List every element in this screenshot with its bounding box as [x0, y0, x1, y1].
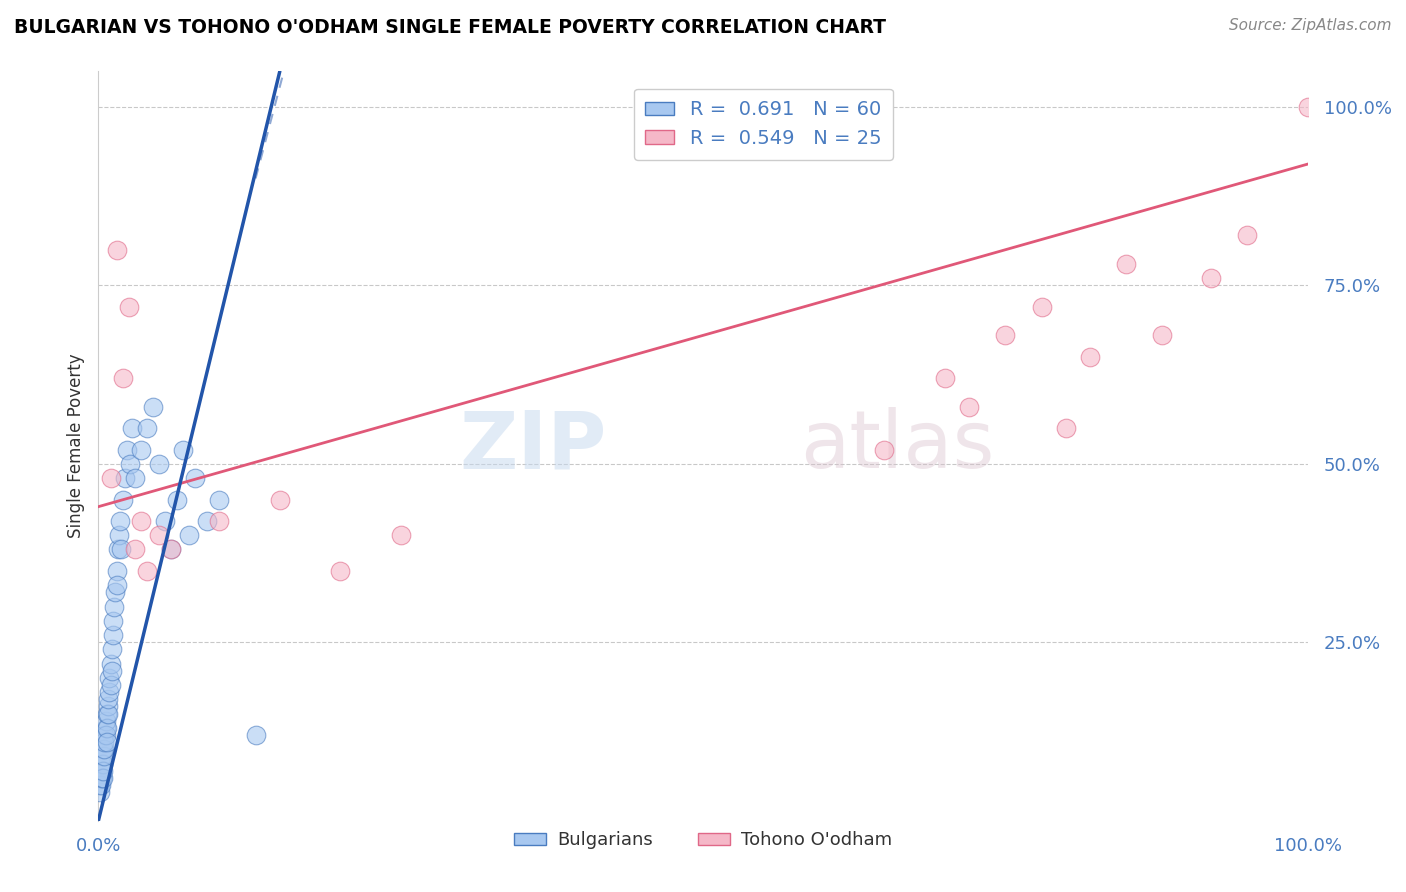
Point [108, 514, 131, 528]
Point [148, 457, 170, 471]
Point [96, 735, 118, 749]
Point [1296, 100, 1319, 114]
Point [129, 514, 152, 528]
Point [100, 664, 122, 678]
Point [166, 492, 188, 507]
Point [1236, 228, 1258, 243]
Point [91, 749, 114, 764]
Point [1199, 271, 1222, 285]
Point [100, 678, 122, 692]
Point [184, 471, 207, 485]
Point [91, 756, 114, 771]
Point [135, 564, 157, 578]
Point [108, 528, 131, 542]
Point [160, 542, 183, 557]
Point [100, 657, 122, 671]
Point [94, 714, 117, 728]
Point [96, 721, 118, 735]
Point [89, 778, 111, 792]
Point [1054, 421, 1077, 435]
Point [93, 742, 115, 756]
Text: BULGARIAN VS TOHONO O'ODHAM SINGLE FEMALE POVERTY CORRELATION CHART: BULGARIAN VS TOHONO O'ODHAM SINGLE FEMAL… [14, 18, 886, 37]
Point [93, 728, 115, 742]
Point [329, 564, 352, 578]
Point [103, 599, 125, 614]
Text: atlas: atlas [800, 407, 994, 485]
Point [117, 442, 139, 457]
Y-axis label: Single Female Poverty: Single Female Poverty [66, 354, 84, 538]
Point [101, 628, 124, 642]
Point [195, 514, 218, 528]
Point [105, 564, 128, 578]
Point [129, 442, 152, 457]
Point [98, 671, 121, 685]
Point [124, 542, 146, 557]
Point [98, 685, 121, 699]
Point [389, 528, 412, 542]
Point [91, 771, 114, 785]
Point [111, 371, 134, 385]
Point [172, 442, 194, 457]
Point [114, 471, 136, 485]
Point [89, 785, 111, 799]
Point [208, 492, 231, 507]
Point [96, 706, 118, 721]
Text: Source: ZipAtlas.com: Source: ZipAtlas.com [1229, 18, 1392, 33]
Point [91, 742, 114, 756]
Point [994, 328, 1017, 343]
Point [153, 514, 176, 528]
Point [91, 764, 114, 778]
Point [97, 706, 120, 721]
Point [118, 457, 141, 471]
Point [1031, 300, 1053, 314]
Point [873, 442, 896, 457]
Point [118, 300, 141, 314]
Point [94, 728, 117, 742]
Point [245, 728, 267, 742]
Point [94, 721, 117, 735]
Point [148, 528, 170, 542]
Point [111, 492, 134, 507]
Point [269, 492, 291, 507]
Point [93, 749, 115, 764]
Point [934, 371, 956, 385]
Point [104, 585, 127, 599]
Point [93, 735, 115, 749]
Point [90, 778, 112, 792]
Point [105, 243, 128, 257]
Point [1152, 328, 1174, 343]
Point [101, 614, 124, 628]
Legend: Bulgarians, Tohono O'odham: Bulgarians, Tohono O'odham [506, 824, 900, 856]
Point [91, 771, 114, 785]
Point [135, 421, 157, 435]
Point [957, 400, 980, 414]
Point [208, 514, 231, 528]
Point [90, 756, 112, 771]
Point [121, 421, 143, 435]
Point [90, 771, 112, 785]
Text: ZIP: ZIP [458, 407, 606, 485]
Point [1115, 257, 1137, 271]
Point [124, 471, 146, 485]
Point [107, 542, 129, 557]
Point [100, 642, 122, 657]
Point [1078, 350, 1101, 364]
Point [100, 471, 122, 485]
Point [97, 692, 120, 706]
Point [179, 528, 201, 542]
Point [160, 542, 183, 557]
Point [110, 542, 132, 557]
Point [97, 699, 120, 714]
Point [91, 764, 114, 778]
Point [142, 400, 165, 414]
Point [105, 578, 128, 592]
